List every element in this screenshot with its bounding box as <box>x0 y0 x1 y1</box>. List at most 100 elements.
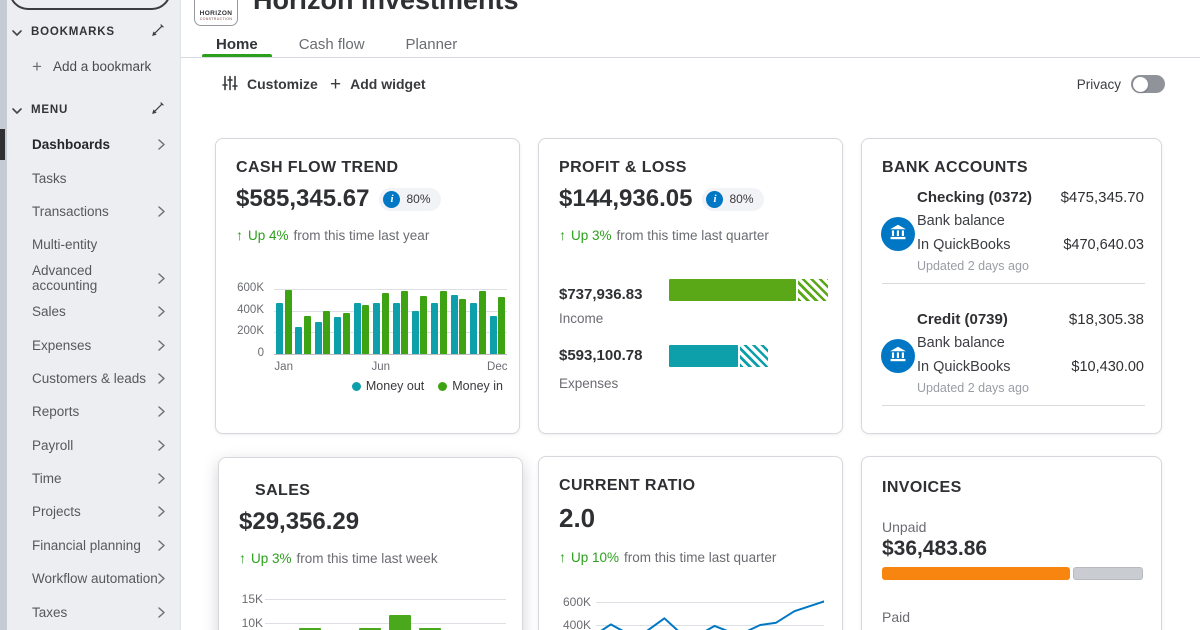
chevron-right-icon <box>158 139 165 150</box>
sidebar-item-expenses[interactable]: Expenses <box>0 328 180 361</box>
active-tab-underline <box>202 54 272 58</box>
y-tick-label: 400K <box>237 303 264 316</box>
widget-profit-loss: PROFIT & LOSS $144,936.05 i 80% ↑ Up 3% … <box>538 138 843 434</box>
badge-percent: 80% <box>729 192 754 206</box>
sliders-icon <box>222 75 238 94</box>
bar-projected-hatch <box>740 345 768 367</box>
unpaid-progress-bar <box>882 567 1143 580</box>
widget-sales: SALES $29,356.29 ↑ Up 3% from this time … <box>218 457 523 630</box>
plot-area <box>274 289 507 355</box>
sidebar: BOOKMARKS + Add a bookmark MENU Dashboar… <box>0 0 181 630</box>
bookmarks-label: BOOKMARKS <box>31 26 115 38</box>
sidebar-item-label: Reports <box>32 404 80 420</box>
chevron-down-icon[interactable] <box>12 101 22 119</box>
widget-title: BANK ACCOUNTS <box>882 159 1028 176</box>
x-tick-label: Dec <box>487 361 508 373</box>
sidebar-item-financial-planning[interactable]: Financial planning <box>0 529 180 562</box>
sidebar-item-label: Projects <box>32 504 81 520</box>
chart-legend: Money out Money in <box>351 379 503 393</box>
add-widget-button[interactable]: + Add widget <box>330 72 426 96</box>
money-out-bar <box>295 326 303 354</box>
edit-bookmarks-pencil-icon[interactable] <box>151 22 166 42</box>
in-quickbooks-label: In QuickBooks <box>917 237 1011 253</box>
money-out-bar <box>353 303 361 354</box>
sidebar-top-pill-button[interactable] <box>9 0 171 10</box>
expenses-label: Expenses <box>559 376 619 391</box>
bar-solid <box>669 279 796 301</box>
sidebar-item-customers-leads[interactable]: Customers & leads <box>0 362 180 395</box>
sales-bar <box>389 614 411 630</box>
legend-dot <box>438 381 448 391</box>
info-icon: i <box>383 190 401 208</box>
sidebar-item-advanced-accounting[interactable]: Advanced accounting <box>0 262 180 295</box>
money-in-bar <box>420 296 428 354</box>
widget-cash-flow-trend: CASH FLOW TREND $585,345.67 i 80% ↑ Up 4… <box>215 138 520 434</box>
dashboard-toolbar: Customize + Add widget Privacy <box>181 72 1200 96</box>
company-logo[interactable]: HORIZON CONSTRUCTION <box>194 0 238 26</box>
tab-planner[interactable]: Planner <box>392 30 472 58</box>
sidebar-item-time[interactable]: Time <box>0 462 180 495</box>
expenses-value: $593,100.78 <box>559 347 643 364</box>
confidence-badge[interactable]: i 80% <box>379 187 441 211</box>
sidebar-item-label: Taxes <box>32 604 68 620</box>
bank-account-icon <box>881 217 915 251</box>
in-quickbooks-label: In QuickBooks <box>917 359 1011 375</box>
customize-button[interactable]: Customize <box>222 72 318 96</box>
bank-icon <box>889 345 907 368</box>
trend-highlight: Up 10% <box>571 549 620 565</box>
y-tick-label: 600K <box>237 282 264 294</box>
add-bookmark-label: Add a bookmark <box>52 58 152 74</box>
sidebar-item-multi-entity[interactable]: Multi-entity <box>0 228 180 261</box>
company-logo-line1: HORIZON <box>199 10 233 17</box>
chevron-right-icon <box>158 273 165 284</box>
legend-item-money-out: Money out <box>351 379 424 393</box>
money-out-bar <box>314 322 322 354</box>
bank-account-icon <box>881 339 915 373</box>
chevron-right-icon <box>158 206 165 217</box>
toggle-knob <box>1132 76 1148 92</box>
chevron-right-icon <box>158 506 165 518</box>
in-quickbooks-value: $10,430.00 <box>1071 359 1144 375</box>
money-out-bar <box>431 303 439 354</box>
privacy-label: Privacy <box>1076 76 1121 92</box>
edit-menu-pencil-icon[interactable] <box>151 100 166 120</box>
sidebar-item-dashboards[interactable]: Dashboards <box>0 128 180 161</box>
x-tick-label: Jun <box>371 361 391 373</box>
tab-cash-flow[interactable]: Cash flow <box>285 30 379 58</box>
gridline <box>274 354 507 355</box>
privacy-toggle[interactable] <box>1131 75 1165 93</box>
arrow-up-icon: ↑ <box>236 227 243 243</box>
sidebar-item-projects[interactable]: Projects <box>0 495 180 528</box>
bookmarks-section-header: BOOKMARKS <box>0 24 180 40</box>
money-in-bar <box>498 296 506 354</box>
trend-line: ↑ Up 10% from this time last quarter <box>559 549 776 565</box>
sales-bar <box>419 628 441 630</box>
sidebar-item-transactions[interactable]: Transactions <box>0 195 180 228</box>
y-tick-label: 400K <box>562 618 591 630</box>
sidebar-item-reports[interactable]: Reports <box>0 395 180 428</box>
confidence-badge[interactable]: i 80% <box>702 187 764 211</box>
account-name: Checking (0372) <box>917 189 1033 206</box>
account-balance: $475,345.70 <box>1060 189 1144 206</box>
sidebar-item-payroll[interactable]: Payroll <box>0 429 180 462</box>
money-out-bar <box>373 303 381 354</box>
gridline <box>274 310 507 312</box>
amount-row: $585,345.67 i 80% <box>236 185 441 213</box>
chevron-right-icon <box>158 406 165 418</box>
add-bookmark-button[interactable]: + Add a bookmark <box>0 57 180 75</box>
money-in-bar <box>478 290 486 354</box>
info-icon: i <box>706 190 724 208</box>
sidebar-item-taxes[interactable]: Taxes <box>0 595 180 628</box>
gridline <box>265 599 506 600</box>
money-in-bar <box>381 292 389 354</box>
page-title: Horizon Investments <box>253 0 519 15</box>
sidebar-item-tasks[interactable]: Tasks <box>0 161 180 194</box>
gridline <box>596 602 824 603</box>
trend-line: ↑ Up 3% from this time last quarter <box>559 227 769 243</box>
trend-highlight: Up 3% <box>571 227 612 243</box>
sidebar-item-sales[interactable]: Sales <box>0 295 180 328</box>
sidebar-item-workflow-automation[interactable]: Workflow automation <box>0 562 180 595</box>
chevron-down-icon[interactable] <box>12 23 22 41</box>
tab-home[interactable]: Home <box>202 30 272 58</box>
